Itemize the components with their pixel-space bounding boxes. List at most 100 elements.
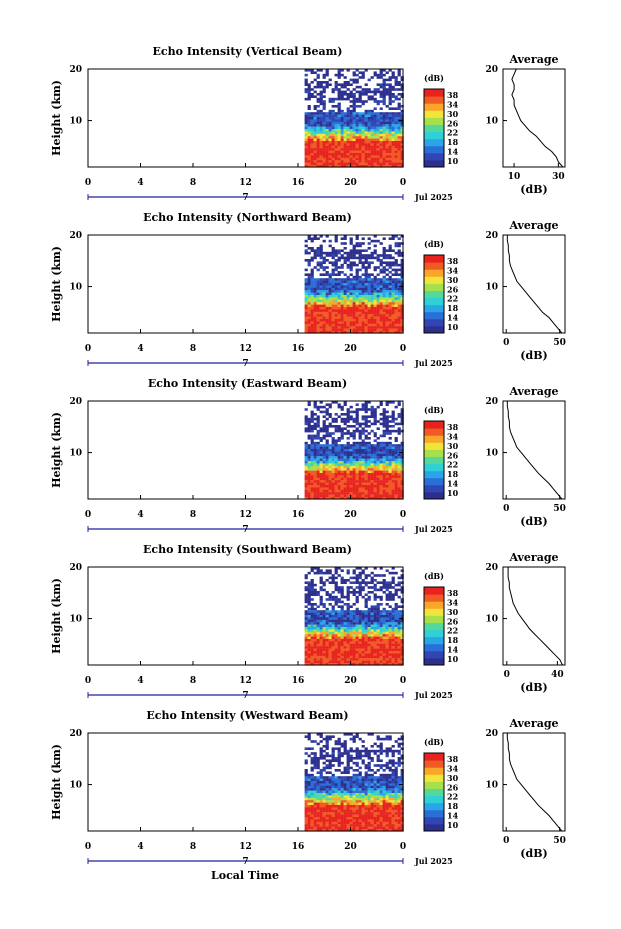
heatmap-cell xyxy=(391,607,395,611)
heatmap-cell xyxy=(346,494,350,498)
heatmap-cell xyxy=(352,473,356,476)
heatmap-cell xyxy=(325,434,329,438)
heatmap-cell xyxy=(346,757,350,760)
heatmap-cell xyxy=(331,287,335,291)
heatmap-cell xyxy=(304,427,308,430)
heatmap-cell xyxy=(319,141,323,144)
heatmap-cell xyxy=(361,446,365,450)
x-tick-label: 20 xyxy=(344,510,357,520)
heatmap-cell xyxy=(310,634,314,637)
heatmap-cell xyxy=(334,129,338,132)
heatmap-cell xyxy=(391,112,395,115)
heatmap-cell xyxy=(304,314,308,317)
heatmap-cell xyxy=(346,145,350,149)
colorbar-swatch xyxy=(424,463,444,472)
heatmap-cell xyxy=(358,275,362,279)
heatmap-cell xyxy=(331,271,335,274)
heatmap-cell xyxy=(367,150,371,154)
heatmap-cell xyxy=(343,629,347,632)
heatmap-cell xyxy=(310,778,314,782)
heatmap-cell xyxy=(313,482,317,486)
heatmap-cell xyxy=(346,148,350,151)
heatmap-cell xyxy=(322,781,326,784)
heatmap-cell xyxy=(328,480,332,483)
heatmap-cell xyxy=(394,766,398,770)
heatmap-cell xyxy=(379,304,383,308)
heatmap-cell xyxy=(307,97,311,101)
heatmap-cell xyxy=(325,778,329,782)
heatmap-cell xyxy=(355,326,359,329)
heatmap-cell xyxy=(352,489,356,493)
heatmap-cell xyxy=(358,124,362,127)
heatmap-cell xyxy=(307,299,311,303)
profile-frame xyxy=(502,68,566,168)
heatmap-cell xyxy=(340,634,344,637)
heatmap-cell xyxy=(382,485,386,488)
heatmap-cell xyxy=(388,497,392,500)
heatmap-cell xyxy=(388,581,392,584)
heatmap-cell xyxy=(319,314,323,317)
heatmap-cell xyxy=(394,444,398,447)
colorbar-swatch xyxy=(424,491,444,500)
heatmap-cell xyxy=(352,634,356,637)
heatmap-cell xyxy=(400,778,404,782)
heatmap-cell xyxy=(331,290,335,293)
heatmap-cell xyxy=(355,307,359,310)
heatmap-cell xyxy=(367,636,371,640)
heatmap-cell xyxy=(370,413,374,416)
heatmap-cell xyxy=(376,160,380,163)
heatmap-cell xyxy=(382,275,386,279)
heatmap-cell xyxy=(355,494,359,498)
heatmap-cell xyxy=(349,328,353,332)
heatmap-cell xyxy=(346,97,350,101)
heatmap-cell xyxy=(370,304,374,308)
heatmap-cell xyxy=(325,497,329,500)
heatmap-cell xyxy=(307,747,311,750)
heatmap-cell xyxy=(385,773,389,777)
heatmap-cell xyxy=(319,266,323,269)
heatmap-cell xyxy=(379,482,383,486)
heatmap-cell xyxy=(379,117,383,120)
heatmap-cell xyxy=(397,136,401,139)
heatmap-cell xyxy=(349,639,353,642)
heatmap-cell xyxy=(334,321,338,324)
heatmap-cell xyxy=(364,290,368,293)
heatmap-cell xyxy=(370,759,374,762)
heatmap-cell xyxy=(325,311,329,315)
heatmap-cell xyxy=(343,610,347,613)
heatmap-cell xyxy=(307,133,311,137)
heatmap-cell xyxy=(385,150,389,154)
heatmap-cell xyxy=(379,485,383,488)
heatmap-cell xyxy=(319,263,323,267)
heatmap-cell xyxy=(364,475,368,478)
heatmap-cell xyxy=(400,615,404,618)
heatmap-cell xyxy=(400,290,404,293)
heatmap-cell xyxy=(319,571,323,575)
heatmap-cell xyxy=(391,319,395,322)
heatmap-cell xyxy=(373,148,377,151)
heatmap-cell xyxy=(319,733,323,736)
heatmap-cell xyxy=(340,492,344,495)
heatmap-cell xyxy=(325,124,329,127)
heatmap-cell xyxy=(343,617,347,620)
heatmap-cell xyxy=(346,432,350,435)
heatmap-cell xyxy=(319,131,323,134)
heatmap-cell xyxy=(373,629,377,632)
heatmap-cell xyxy=(304,129,308,132)
heatmap-cell xyxy=(310,413,314,416)
heatmap-cell xyxy=(310,328,314,332)
heatmap-cell xyxy=(394,475,398,478)
heatmap-cell xyxy=(385,141,389,144)
heatmap-cell xyxy=(379,160,383,163)
heatmap-cell xyxy=(385,117,389,120)
heatmap-cell xyxy=(361,456,365,459)
heatmap-cell xyxy=(304,747,308,750)
heatmap-cell xyxy=(355,793,359,796)
heatmap-cell xyxy=(304,600,308,604)
heatmap-cell xyxy=(319,485,323,488)
colorbar-swatch xyxy=(424,304,444,313)
heatmap-cell xyxy=(316,456,320,459)
heatmap-cell xyxy=(385,475,389,478)
heatmap-cell xyxy=(307,651,311,654)
heatmap-cell xyxy=(379,745,383,748)
